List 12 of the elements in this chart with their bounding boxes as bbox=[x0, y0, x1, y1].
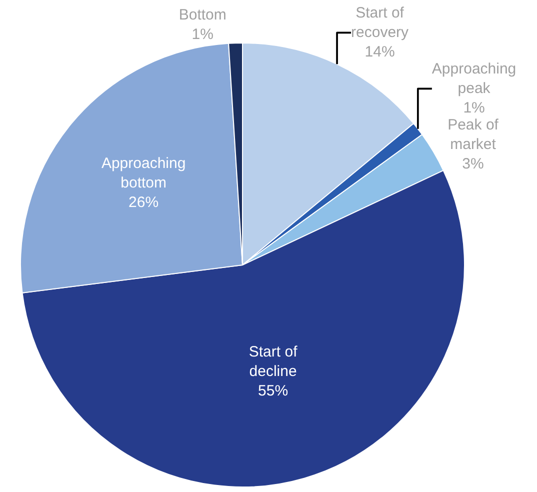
slice-label: Start of decline bbox=[248, 344, 298, 380]
data-label: 26% bbox=[128, 194, 159, 212]
data-label: 3% bbox=[462, 156, 484, 173]
data-label: 14% bbox=[364, 44, 395, 61]
slice-label: Peak of market bbox=[448, 116, 500, 154]
data-label: 55% bbox=[258, 382, 288, 400]
data-label: 1% bbox=[463, 100, 485, 117]
slice-label: Approaching peak bbox=[432, 60, 516, 98]
slice-label: Bottom bbox=[178, 6, 226, 24]
slice-label: Start of recovery bbox=[351, 4, 410, 42]
slice-label: Approaching bottom bbox=[101, 155, 186, 192]
data-label: 1% bbox=[192, 26, 214, 44]
